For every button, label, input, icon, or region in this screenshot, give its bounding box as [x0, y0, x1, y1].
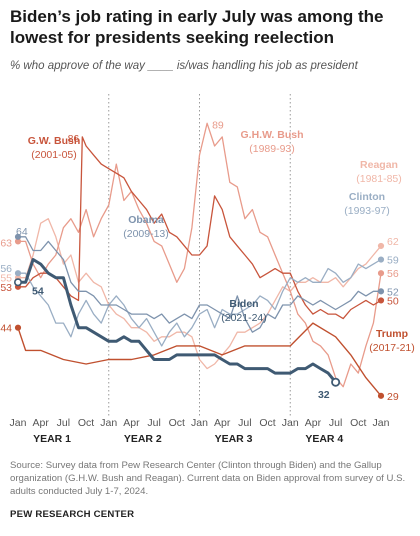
trump-end-point [377, 392, 385, 399]
year-label: YEAR 3 [215, 433, 253, 445]
line-chart: 53 545556636444868962595652502932Reagan(1… [0, 94, 415, 445]
biden-start-point [14, 278, 23, 287]
clinton-start-label: 56 [0, 263, 12, 275]
x-tick-label: Jul [57, 417, 70, 429]
biden-end-label: 32 [318, 389, 330, 401]
series-lines [14, 122, 385, 399]
x-tick-label: Jan [373, 417, 390, 429]
reagan-series-name: Reagan [360, 159, 398, 171]
obama-start-point [14, 233, 22, 240]
reagan-start-label: 55 [0, 273, 12, 285]
chart-subtitle: % who approve of the way ____ is/was han… [10, 60, 358, 72]
clinton-series-name: Clinton [349, 191, 385, 203]
x-tick-label: Jan [100, 417, 117, 429]
ghwbush-end-label: 56 [387, 268, 399, 280]
clinton-series-line [17, 258, 382, 347]
reagan-end-label: 62 [387, 236, 399, 248]
ghwbush-series-years: (1989-93) [249, 143, 295, 155]
x-tick-label: Jan [191, 417, 208, 429]
gwbush-end-label: 50 [387, 295, 399, 307]
source-note: Source: Survey data from Pew Research Ce… [10, 460, 406, 497]
ghwbush-end-point [377, 270, 385, 277]
obama-series-name: Obama [128, 214, 164, 226]
x-tick-label: Jul [329, 417, 342, 429]
gwbush-start-label: 53 [0, 282, 12, 294]
source-label: PEW RESEARCH CENTER [10, 509, 135, 520]
obama-series-years: (2009-13) [123, 228, 169, 240]
obama-end-label: 52 [387, 286, 399, 298]
x-tick-label: Oct [169, 417, 185, 429]
x-tick-label: Oct [350, 417, 366, 429]
x-tick-label: Apr [305, 417, 322, 429]
clinton-end-label: 59 [387, 255, 399, 267]
year-label: YEAR 4 [305, 433, 343, 445]
x-tick-label: Apr [214, 417, 231, 429]
ghwbush-peak-label: 89 [212, 119, 224, 131]
x-tick-label: Oct [78, 417, 94, 429]
biden-series-line [16, 258, 338, 384]
ghwbush-start-label: 63 [0, 237, 12, 249]
biden-start-label: 54 [32, 285, 44, 297]
biden-end-point [331, 377, 341, 387]
obama-start-label: 64 [16, 226, 28, 238]
clinton-start-point [14, 270, 22, 277]
trump-series-line [17, 322, 382, 397]
trump-start-point [14, 324, 22, 331]
obama-series-line [17, 236, 382, 333]
gwbush-series-line [17, 136, 382, 320]
year-label: YEAR 1 [33, 433, 71, 445]
gwbush-series-years: (2001-05) [31, 149, 77, 161]
ghwbush-series-line [17, 122, 382, 388]
trump-start-label: 44 [0, 323, 12, 335]
x-tick-label: Jan [282, 417, 299, 429]
reagan-end-point [377, 242, 385, 250]
reagan-series-years: (1981-85) [356, 173, 402, 185]
trump-series-years: (2017-21) [369, 342, 415, 354]
obama-end-point [377, 288, 385, 295]
gwbush-peak-label: 86 [68, 133, 80, 145]
x-tick-label: Apr [33, 417, 50, 429]
clinton-series-years: (1993-97) [344, 205, 390, 217]
ghwbush-series-name: G.H.W. Bush [241, 129, 304, 141]
x-axis: Jan Apr Jul Oct Jan Apr Jul Oct Jan Apr Jul Oct Jan A… [10, 417, 390, 445]
biden-series-name: Biden [229, 298, 258, 310]
trump-end-label: 29 [387, 391, 399, 403]
x-tick-label: Jul [238, 417, 251, 429]
chart-title: Biden’s job rating in early July was amo… [10, 7, 384, 47]
x-tick-label: Oct [259, 417, 275, 429]
gwbush-end-point [377, 297, 385, 304]
gwbush-series-name: G.W. Bush [28, 135, 81, 147]
year-label: YEAR 2 [124, 433, 162, 445]
x-tick-label: Apr [123, 417, 140, 429]
x-tick-label: Jan [10, 417, 27, 429]
clinton-end-point [377, 256, 385, 263]
trump-series-name: Trump [376, 328, 408, 340]
x-tick-label: Jul [147, 417, 160, 429]
series-labels: 53 545556636444868962595652502932Reagan(1… [0, 119, 414, 403]
biden-series-years: (2021-24) [221, 312, 267, 324]
